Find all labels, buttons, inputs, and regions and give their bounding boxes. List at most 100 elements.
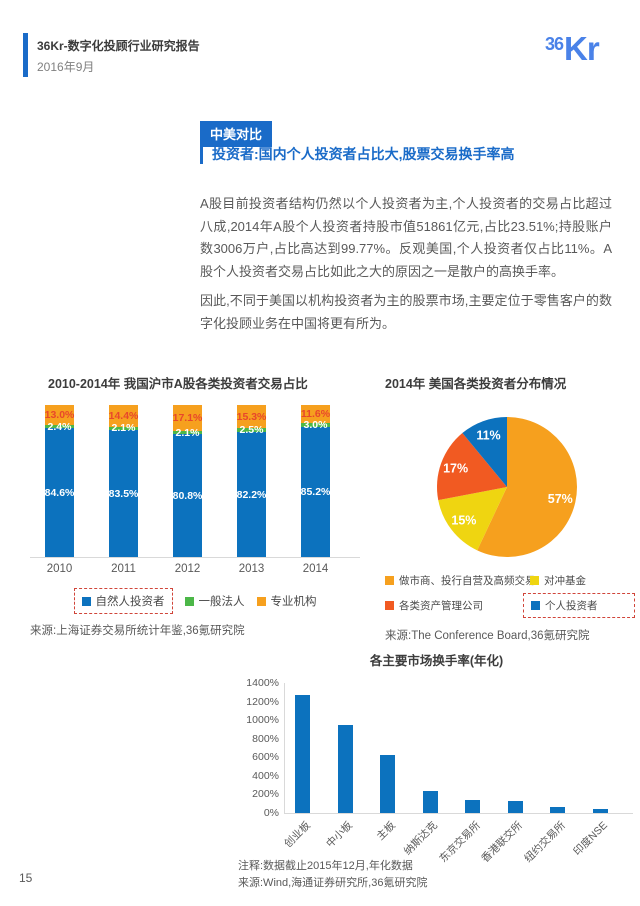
chart-title: 2010-2014年 我国沪市A股各类投资者交易占比 [48, 377, 308, 391]
pie-label: 11% [476, 429, 500, 443]
bar-segment: 2.1% [173, 427, 202, 439]
pie-slice [477, 417, 578, 557]
report-title: 36Kr-数字化投顾行业研究报告 [37, 39, 200, 53]
bar-segment: 85.2% [301, 427, 330, 557]
page-number: 15 [19, 871, 33, 885]
column-bar [422, 790, 438, 813]
pie-chart: 2014年 美国各类投资者分布情况 57% 15% 17% 11% 做市商、投行自营及… [385, 373, 635, 643]
section-heading: 投资者:国内个人投资者占比大,股票交易换手率高 [200, 144, 515, 164]
stacked-bar-legend: 自然人投资者 一般法人 专业机构 [30, 588, 360, 614]
chart-note: 注释:数据截止2015年12月,年化数据 [238, 860, 413, 872]
y-axis-tick: 1200% [246, 695, 279, 708]
bar-segment-label: 15.3% [236, 410, 267, 423]
legend-swatch [385, 576, 394, 585]
report-date: 2016年9月 [37, 60, 95, 74]
bar-segment-label: 13.0% [44, 408, 75, 421]
bar-segment: 11.6% [301, 405, 330, 423]
bar-segment-label: 2.1% [175, 426, 200, 439]
bar-segment: 2.1% [109, 422, 138, 434]
bar-segment-label: 3.0% [303, 418, 328, 431]
chart-title: 2014年 美国各类投资者分布情况 [385, 377, 567, 391]
stacked-bar: 15.3% 2.5% 82.2% [237, 405, 266, 557]
body-text: A股目前投资者结构仍然以个人投资者为主,个人投资者的交易占比超过八成,2014年… [200, 193, 612, 342]
bar-segment-label: 80.8% [172, 489, 203, 502]
x-axis-label: 2014 [302, 563, 329, 575]
pie-legend: 做市商、投行自营及高频交易 对冲基金各类资产管理公司 个人投资者 [385, 573, 635, 618]
bar-segment-label: 14.4% [108, 409, 139, 422]
header-accent-bar [23, 33, 28, 77]
legend-swatch [531, 601, 540, 610]
turnover-column-chart: 各主要市场换手率(年化) 0% 200% 400% 600% 800% 1000% 1200… [238, 650, 635, 891]
x-axis-label: 2010 [46, 563, 73, 575]
column-bar [507, 801, 523, 813]
column-bar [465, 800, 480, 813]
bar-segment-label: 85.2% [300, 485, 331, 498]
source-text: 来源:Wind,海通证券研究所,36氪研究院 [238, 876, 428, 889]
bar-segment: 3.0% [301, 419, 330, 431]
bar-segment-label: 83.5% [108, 487, 139, 500]
legend-item: 自然人投资者 [73, 588, 173, 614]
legend-label: 专业机构 [270, 596, 317, 608]
legend-item: 对冲基金 [530, 573, 635, 588]
bar-segment: 83.5% [109, 430, 138, 557]
column-bar [592, 809, 608, 813]
pie-label: 15% [451, 514, 476, 528]
legend-label: 对冲基金 [544, 575, 586, 587]
bar-segment: 15.3% [236, 405, 267, 429]
x-axis-label: 2013 [238, 563, 265, 575]
column-plot: 0% 200% 400% 600% 800% 1000% 1200% 1400% 创业板 中小板主… [246, 677, 633, 865]
legend-swatch [184, 596, 194, 606]
bar-segment-label: 11.6% [300, 407, 331, 420]
column-bar [337, 724, 353, 813]
legend-swatch [385, 601, 394, 610]
bar-segment: 13.0% [45, 405, 74, 425]
stacked-bar-chart: 2010-2014年 我国沪市A股各类投资者交易占比 13.0% 2.4% 84.6… [30, 373, 360, 638]
bar-segment-label: 2.5% [239, 424, 264, 437]
chart-title: 各主要市场换手率(年化) [369, 654, 504, 668]
paragraph-2: 因此,不同于美国以机构投资者为主的股票市场,主要定位于零售客户的数字化投顾业务在… [200, 293, 612, 331]
legend-item: 专业机构 [256, 593, 317, 609]
column-bar [550, 807, 565, 813]
source-text: 来源:The Conference Board,36氪研究院 [385, 630, 590, 642]
legend-label: 各类资产管理公司 [399, 600, 483, 612]
logo-36-text: 36 [545, 34, 564, 54]
pie-label: 17% [443, 462, 468, 476]
legend-label: 自然人投资者 [95, 596, 165, 608]
bar-segment-label: 84.6% [44, 486, 75, 499]
stacked-bar-plot: 13.0% 2.4% 84.6% 14.4% 2.1% 83.5% 17.1% 2.1% 80.… [30, 405, 360, 558]
section-tag: 中美对比 [200, 121, 273, 147]
legend-item: 做市商、投行自营及高频交易 [385, 573, 536, 588]
pie-slice [462, 417, 507, 487]
stacked-bar: 11.6% 3.0% 85.2% [301, 405, 330, 557]
y-axis-tick: 800% [252, 732, 279, 745]
logo-kr-text: Kr [564, 30, 600, 67]
bar-segment: 2.5% [237, 424, 266, 436]
bar-segment: 82.2% [237, 432, 266, 557]
chart-notes: 注释:数据截止2015年12月,年化数据 来源:Wind,海通证券研究所,36氪… [238, 858, 635, 891]
y-axis-tick: 400% [252, 769, 279, 782]
legend-label: 个人投资者 [545, 600, 598, 612]
bar-segment-label: 2.1% [111, 422, 136, 435]
bar-segment-label: 17.1% [172, 411, 203, 424]
legend-swatch [530, 576, 539, 585]
36kr-logo: 36 Kr [545, 30, 600, 67]
pie-svg: 57% 15% 17% 11% [436, 417, 578, 557]
column-bar [295, 695, 310, 813]
bar-segment: 84.6% [45, 428, 74, 557]
bar-segment-label: 2.4% [47, 420, 72, 433]
y-axis-tick: 0% [263, 807, 279, 819]
legend-swatch [256, 596, 266, 606]
y-axis-tick: 600% [252, 751, 279, 764]
legend-item: 一般法人 [184, 593, 245, 609]
y-axis-tick: 1000% [246, 714, 279, 727]
pie-slice [436, 433, 507, 501]
legend-item: 各类资产管理公司 [385, 593, 530, 618]
bar-segment: 17.1% [173, 405, 202, 431]
column-bar [380, 755, 395, 813]
y-axis-tick: 1400% [246, 677, 279, 689]
bar-segment: 2.4% [45, 421, 74, 433]
stacked-bar: 13.0% 2.4% 84.6% [45, 405, 74, 557]
legend-label: 做市商、投行自营及高频交易 [399, 575, 536, 587]
bar-segment: 80.8% [173, 434, 202, 557]
legend-label: 一般法人 [198, 596, 245, 608]
